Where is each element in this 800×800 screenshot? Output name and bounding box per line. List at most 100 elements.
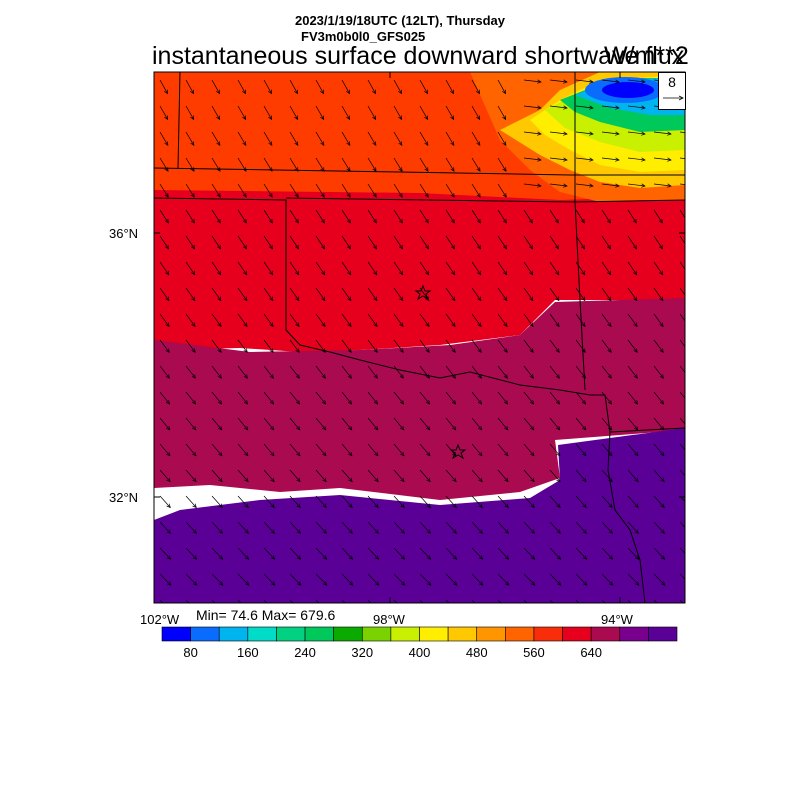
wind-vector-arrow (497, 79, 506, 95)
wind-vector-arrow (419, 365, 430, 379)
wind-vector-arrow (471, 235, 482, 250)
wind-vector-arrow (419, 521, 432, 534)
wind-vector-arrow (341, 235, 352, 250)
colorbar-swatch (533, 626, 563, 642)
wind-vector-arrow (575, 573, 588, 586)
wind-vector-arrow (575, 235, 586, 250)
colorbar-swatch (648, 626, 678, 642)
wind-vector-arrow (601, 573, 614, 586)
colorbar-swatch (247, 626, 277, 642)
wind-vector-arrow (237, 573, 250, 586)
wind-vector-arrow (445, 261, 456, 276)
wind-vector-arrow (315, 599, 320, 603)
wind-vector-arrow (185, 547, 198, 560)
wind-vector-arrow (575, 339, 586, 353)
wind-vector-arrow (185, 131, 195, 147)
colorbar-swatch (419, 626, 449, 642)
wind-vector-arrow (445, 521, 458, 534)
wind-vector-arrow (601, 313, 612, 328)
wind-vector-arrow (367, 443, 379, 457)
wind-vector-arrow (419, 495, 431, 509)
wind-vector-arrow (627, 261, 638, 276)
colorbar-swatch (619, 626, 649, 642)
wind-vector-arrow (497, 261, 508, 276)
wind-vector-arrow (549, 417, 561, 431)
wind-vector-arrow (185, 391, 197, 405)
wind-vector-arrow (263, 391, 275, 405)
wind-vector-arrow (497, 547, 510, 560)
wind-vector-arrow (445, 469, 457, 483)
wind-vector-arrow (601, 209, 611, 224)
wind-vector-arrow (237, 521, 250, 534)
field-band-purple (154, 428, 685, 603)
wind-vector-arrow (679, 131, 685, 133)
wind-vector-arrow (445, 157, 455, 172)
wind-vector-arrow (263, 339, 274, 353)
wind-vector-arrow (523, 209, 533, 224)
wind-vector-arrow (601, 339, 612, 353)
wind-vector-arrow (237, 339, 248, 353)
wind-vector-arrow (523, 313, 534, 328)
colorbar-tick-label: 80 (183, 645, 197, 660)
wind-vector-arrow (237, 79, 246, 95)
wind-vector-arrow (341, 599, 346, 603)
wind-vector-arrow (393, 287, 404, 302)
wind-vector-arrow (185, 521, 198, 534)
location-star-marker (449, 443, 467, 460)
wind-vector-arrow (315, 521, 328, 534)
colorbar-swatch (161, 626, 191, 642)
wind-vector-arrow (159, 573, 172, 586)
wind-vector-arrow (497, 157, 507, 172)
wind-vector-arrow (575, 313, 586, 328)
wind-vector-arrow (627, 105, 646, 110)
wind-vector-arrow (575, 261, 586, 276)
wind-vector-arrow (549, 261, 560, 276)
colorbar-swatch (361, 626, 392, 642)
wind-vector-arrow (627, 573, 640, 586)
wind-vector-arrow (289, 157, 299, 172)
wind-vector-arrow (419, 209, 429, 224)
shortwave-field (154, 72, 685, 603)
wind-vector-arrow (237, 599, 242, 603)
wind-vector-arrow (237, 287, 248, 302)
wind-vector-arrow (497, 339, 508, 353)
wind-vector-arrow (315, 443, 327, 457)
wind-vector-arrow (341, 209, 351, 224)
wind-vector-arrow (445, 339, 456, 353)
wind-vector-arrow (627, 209, 637, 224)
wind-vector-arrow (601, 443, 613, 457)
wind-vector-arrow (211, 313, 222, 328)
wind-vector-arrow (575, 443, 587, 457)
wind-vector-arrow (601, 79, 620, 84)
wind-vector-arrow (679, 573, 685, 580)
wind-vector-arrow (341, 521, 354, 534)
wind-vector-arrow (315, 183, 325, 198)
wind-vector-arrow (575, 495, 587, 509)
wind-vector-arrow (341, 469, 353, 483)
wind-vector-arrow (367, 365, 378, 379)
wind-vector-arrow (471, 495, 483, 509)
wind-vector-arrow (393, 365, 404, 379)
wind-vector-arrow (679, 495, 685, 503)
wind-vector-arrow (445, 573, 458, 586)
wind-vector-arrow (471, 391, 483, 405)
wind-vector-arrow (497, 443, 509, 457)
wind-vector-arrow (237, 157, 247, 172)
wind-vector-arrow (575, 157, 594, 162)
wind-vector-arrow (263, 209, 273, 224)
wind-vector-arrow (393, 573, 406, 586)
wind-vector-arrow (367, 287, 378, 302)
wind-vector-arrow (445, 131, 455, 147)
wind-vector-arrow (341, 79, 350, 95)
wind-vector-arrow (367, 209, 377, 224)
wind-vector-arrow (523, 469, 535, 483)
colorbar-tick-label: 320 (351, 645, 373, 660)
wind-vector-arrow (315, 79, 324, 95)
wind-vector-arrow (497, 105, 507, 121)
wind-vector-arrow (237, 547, 250, 560)
wind-vector-arrow (523, 547, 536, 560)
wind-vector-arrow (159, 495, 171, 509)
wind-vector-arrow (367, 339, 378, 353)
wind-vector-arrow (601, 157, 620, 162)
wind-vector-arrow (263, 547, 276, 560)
